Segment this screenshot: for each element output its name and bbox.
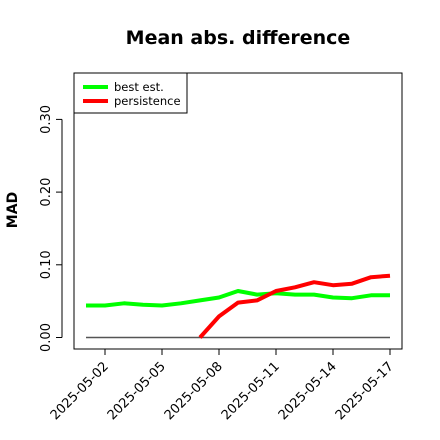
legend-label-persistence: persistence — [114, 94, 181, 108]
y-axis-label: MAD — [5, 192, 21, 228]
legend: best est. persistence — [73, 72, 188, 114]
x-tick-label: 2025-05-11 — [219, 359, 283, 423]
legend-label-best-est: best est. — [114, 80, 164, 94]
plot-frame — [73, 72, 403, 350]
x-tick-label: 2025-05-17 — [333, 359, 397, 423]
y-tick-label: 0.30 — [39, 105, 54, 134]
x-tick-label: 2025-05-14 — [276, 359, 340, 423]
series-line-persistence — [198, 273, 391, 339]
x-tick-label: 2025-05-05 — [105, 359, 169, 423]
x-tick-label: 2025-05-02 — [48, 359, 112, 423]
x-tick-label: 2025-05-08 — [162, 359, 226, 423]
y-axis: 0.00 0.10 0.20 0.30 — [39, 105, 63, 352]
y-tick-label: 0.10 — [39, 250, 54, 279]
y-tick-label: 0.20 — [39, 178, 54, 207]
series-line-best-est — [86, 289, 390, 308]
y-tick-label: 0.00 — [39, 323, 54, 352]
chart-title: Mean abs. difference — [126, 27, 351, 49]
x-axis: 2025-05-022025-05-052025-05-082025-05-11… — [48, 348, 397, 423]
series-group — [86, 273, 391, 339]
legend-box — [73, 72, 188, 114]
